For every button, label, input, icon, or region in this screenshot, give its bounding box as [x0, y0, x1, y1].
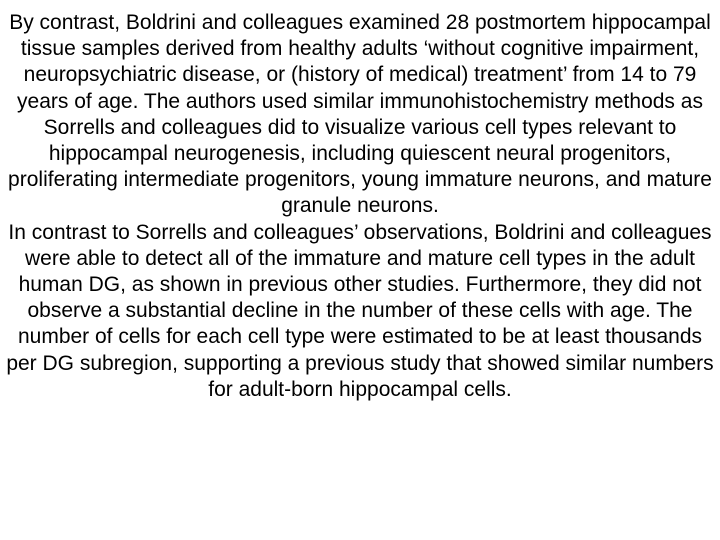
paragraph-1: By contrast, Boldrini and colleagues exa… — [6, 10, 714, 220]
document-page: By contrast, Boldrini and colleagues exa… — [0, 0, 720, 540]
paragraph-2: In contrast to Sorrells and colleagues’ … — [6, 220, 714, 403]
